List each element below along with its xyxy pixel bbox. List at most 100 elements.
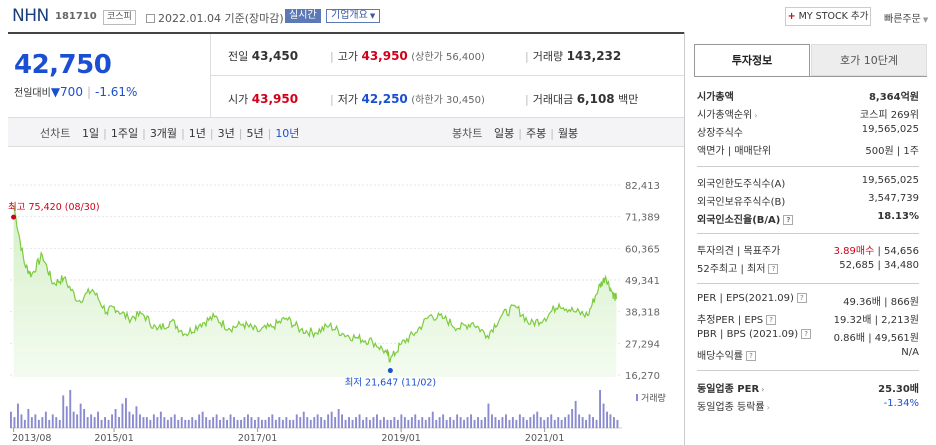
chevron-right-icon[interactable]: › — [761, 385, 765, 394]
tab-orderbook[interactable]: 호가 10단계 — [811, 44, 927, 76]
volume-bar — [438, 417, 441, 428]
volume-bar — [550, 414, 553, 428]
help-icon[interactable]: ? — [796, 293, 807, 303]
info-row-label: PBR | BPS (2021.09)? — [697, 329, 812, 340]
volume-bar — [585, 419, 587, 428]
min-marker — [387, 368, 393, 374]
quick-order-button[interactable]: 빠른주문 ▼ — [884, 10, 928, 25]
price-chart[interactable]: 82,413 71,389 60,365 49,341 38,318 27,294 16,2… — [0, 150, 684, 445]
volume-bar — [595, 419, 598, 428]
info-row: 외국인한도주식수(A) 19,565,025 — [697, 175, 919, 191]
divider: | — [86, 85, 91, 99]
period-item-2[interactable]: 3개월 — [149, 127, 178, 140]
candle-item-2[interactable]: 월봉 — [557, 127, 579, 140]
info-row: 외국인보유주식수(B) 3,547,739 — [697, 193, 919, 209]
volume-bar — [525, 419, 528, 428]
quick-order-label: 빠른주문 — [884, 14, 921, 25]
volume-bar — [564, 417, 567, 428]
volume-bar — [243, 417, 246, 428]
volume-bar — [362, 419, 364, 428]
help-icon[interactable]: ? — [766, 315, 777, 325]
volume-bar — [560, 419, 563, 428]
help-icon[interactable]: ? — [783, 215, 794, 225]
volume-bar — [240, 419, 242, 428]
info-row-label: 액면가 | 매매단위 — [697, 146, 772, 157]
info-row-value: 500원 | 1주 — [865, 146, 919, 157]
info-row-value: 3.89매수 | 54,656 — [834, 242, 919, 257]
volume-bar — [173, 414, 176, 428]
help-icon[interactable]: ? — [801, 329, 812, 339]
info-row: 외국인소진율(B/A)? 18.13% — [697, 211, 919, 227]
volume-bar — [163, 417, 166, 428]
volume-bar — [55, 417, 58, 428]
volume-bar — [118, 417, 120, 428]
volume-bar — [557, 417, 560, 428]
info-row-value: N/A — [901, 347, 919, 358]
volume-bar — [145, 417, 148, 428]
candle-item-0[interactable]: 일봉 — [494, 127, 515, 140]
period-item-5[interactable]: 5년 — [246, 127, 264, 140]
info-row-value: 25.30배 — [878, 384, 919, 395]
volume-bar — [498, 419, 500, 428]
volume-bar — [219, 419, 221, 428]
volume-bar — [508, 419, 511, 428]
volume-bar — [236, 419, 239, 428]
x-tick-label: 2017/01 — [238, 433, 277, 444]
candle-item-1[interactable]: 주봉 — [525, 127, 547, 140]
volume-bar — [403, 417, 406, 428]
info-row-label: 외국인보유주식수(B) — [697, 197, 786, 208]
y-tick-label: 49,341 — [625, 276, 660, 287]
corp-overview-dropdown[interactable]: 기업개요 ▼ — [326, 9, 381, 23]
max-annotation: 최고 75,420 (08/30) — [8, 202, 100, 213]
volume-bar — [86, 417, 89, 428]
period-item-1[interactable]: 1주일 — [110, 127, 139, 140]
volume-label: 거래량 — [641, 392, 666, 404]
volume-bar — [285, 417, 288, 428]
volume-bar — [142, 417, 145, 428]
volume-bar — [613, 417, 615, 428]
volume-bar — [546, 417, 549, 428]
info-row: 동일업종 PER › 25.30배 — [697, 380, 919, 396]
help-icon[interactable]: ? — [746, 351, 756, 361]
my-stock-add-button[interactable]: + MY STOCK 추가 — [785, 7, 871, 26]
stock-code: 181710 — [55, 11, 97, 22]
period-item-4[interactable]: 3년 — [217, 127, 235, 140]
help-icon[interactable]: ? — [768, 264, 779, 274]
period-item-3[interactable]: 1년 — [188, 127, 206, 140]
volume-bar — [23, 419, 26, 428]
volume-bar — [341, 414, 343, 428]
volume-bar — [17, 403, 19, 428]
info-row-value: 19,565,025 — [861, 175, 919, 186]
x-tick-label: 2019/01 — [381, 433, 420, 444]
volume-bar — [191, 417, 194, 428]
volume-bar — [295, 414, 298, 428]
chevron-right-icon[interactable]: › — [754, 111, 758, 120]
volume-bar — [37, 419, 40, 428]
down-arrow-icon: ▼ — [50, 85, 61, 99]
volume-bar — [316, 414, 319, 428]
volume-bar — [250, 417, 253, 428]
volume-bar — [410, 417, 413, 428]
realtime-button[interactable]: 실시간 — [285, 9, 321, 23]
divider: | — [518, 127, 522, 140]
info-row: 52주최고 | 최저? 52,685 | 34,480 — [697, 260, 919, 276]
volume-bar — [229, 414, 232, 428]
chevron-right-icon[interactable]: › — [766, 403, 770, 412]
volume-bar — [320, 417, 323, 428]
volume-bar — [254, 419, 256, 428]
volume-bar — [494, 417, 497, 428]
info-row-label: 시가총액순위 › — [697, 110, 758, 121]
volume-bar — [529, 417, 532, 428]
open-label: 시가 — [228, 93, 249, 106]
divider: | — [550, 127, 554, 140]
volume-bar — [299, 417, 302, 428]
volume-bar — [536, 411, 539, 428]
period-item-0[interactable]: 1일 — [82, 127, 100, 140]
volume-bar — [121, 403, 124, 428]
volume-bar — [177, 419, 180, 428]
volume-bar — [414, 414, 417, 428]
target-opinion: 3.89매수 — [833, 246, 875, 257]
period-item-6[interactable]: 10년 — [275, 127, 300, 140]
price-area — [13, 205, 617, 377]
tab-invest-info[interactable]: 투자정보 — [694, 44, 810, 76]
